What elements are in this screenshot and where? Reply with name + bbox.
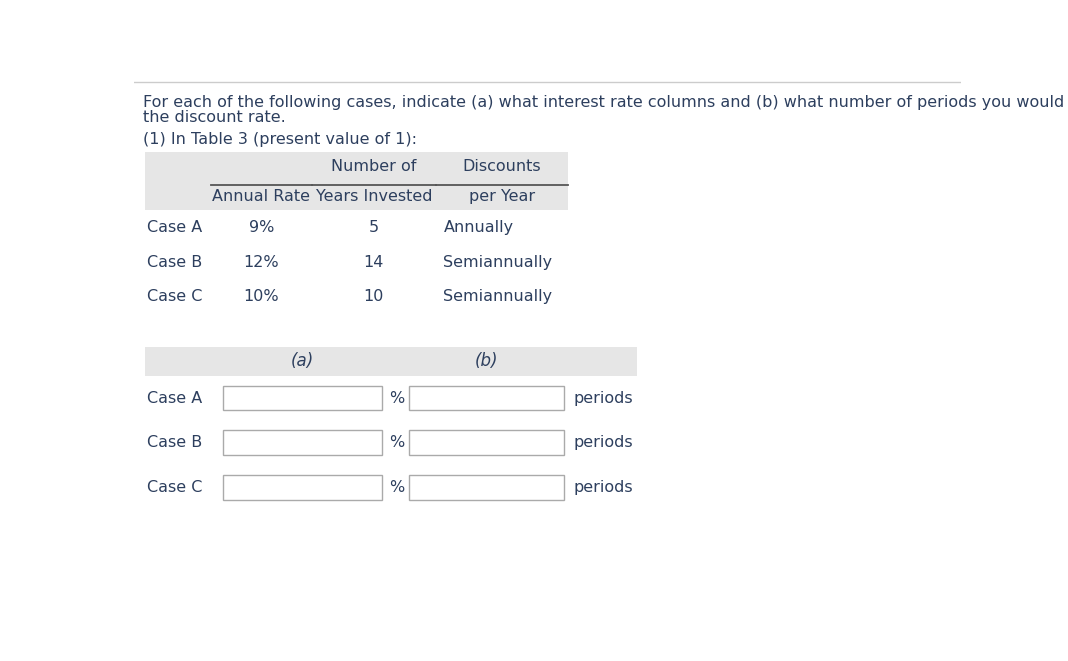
- Text: 12%: 12%: [244, 254, 279, 270]
- Text: %: %: [389, 391, 405, 406]
- Bar: [222, 386, 381, 410]
- Bar: [409, 430, 564, 455]
- Text: Case C: Case C: [147, 290, 203, 304]
- Text: 5: 5: [368, 220, 379, 235]
- Text: (a): (a): [290, 352, 314, 370]
- Text: Case A: Case A: [147, 220, 203, 235]
- Bar: [222, 475, 381, 500]
- Text: Semiannually: Semiannually: [443, 290, 552, 304]
- Text: Case B: Case B: [147, 254, 203, 270]
- Text: For each of the following cases, indicate (a) what interest rate columns and (b): For each of the following cases, indicat…: [143, 95, 1068, 110]
- Text: Annually: Annually: [443, 220, 514, 235]
- Text: Case A: Case A: [147, 391, 203, 406]
- Text: Discounts: Discounts: [462, 159, 540, 174]
- Text: 10: 10: [363, 290, 383, 304]
- Text: periods: periods: [574, 435, 633, 450]
- Text: periods: periods: [574, 391, 633, 406]
- Bar: [409, 475, 564, 500]
- Bar: [222, 430, 381, 455]
- Text: Case B: Case B: [147, 435, 203, 450]
- Bar: [145, 346, 638, 375]
- Text: the discount rate.: the discount rate.: [143, 110, 285, 125]
- Text: periods: periods: [574, 480, 633, 495]
- Text: 9%: 9%: [249, 220, 274, 235]
- Text: Number of: Number of: [331, 159, 417, 174]
- Bar: [145, 153, 567, 210]
- Text: Years Invested: Years Invested: [315, 188, 431, 204]
- Bar: [409, 386, 564, 410]
- Text: Semiannually: Semiannually: [443, 254, 552, 270]
- Text: per Year: per Year: [469, 188, 535, 204]
- Text: (1) In Table 3 (present value of 1):: (1) In Table 3 (present value of 1):: [143, 132, 417, 147]
- Text: 10%: 10%: [244, 290, 279, 304]
- Text: %: %: [389, 480, 405, 495]
- Text: %: %: [389, 435, 405, 450]
- Text: 14: 14: [363, 254, 383, 270]
- Text: Case C: Case C: [147, 480, 203, 495]
- Text: Annual Rate: Annual Rate: [213, 188, 311, 204]
- Text: (b): (b): [474, 352, 498, 370]
